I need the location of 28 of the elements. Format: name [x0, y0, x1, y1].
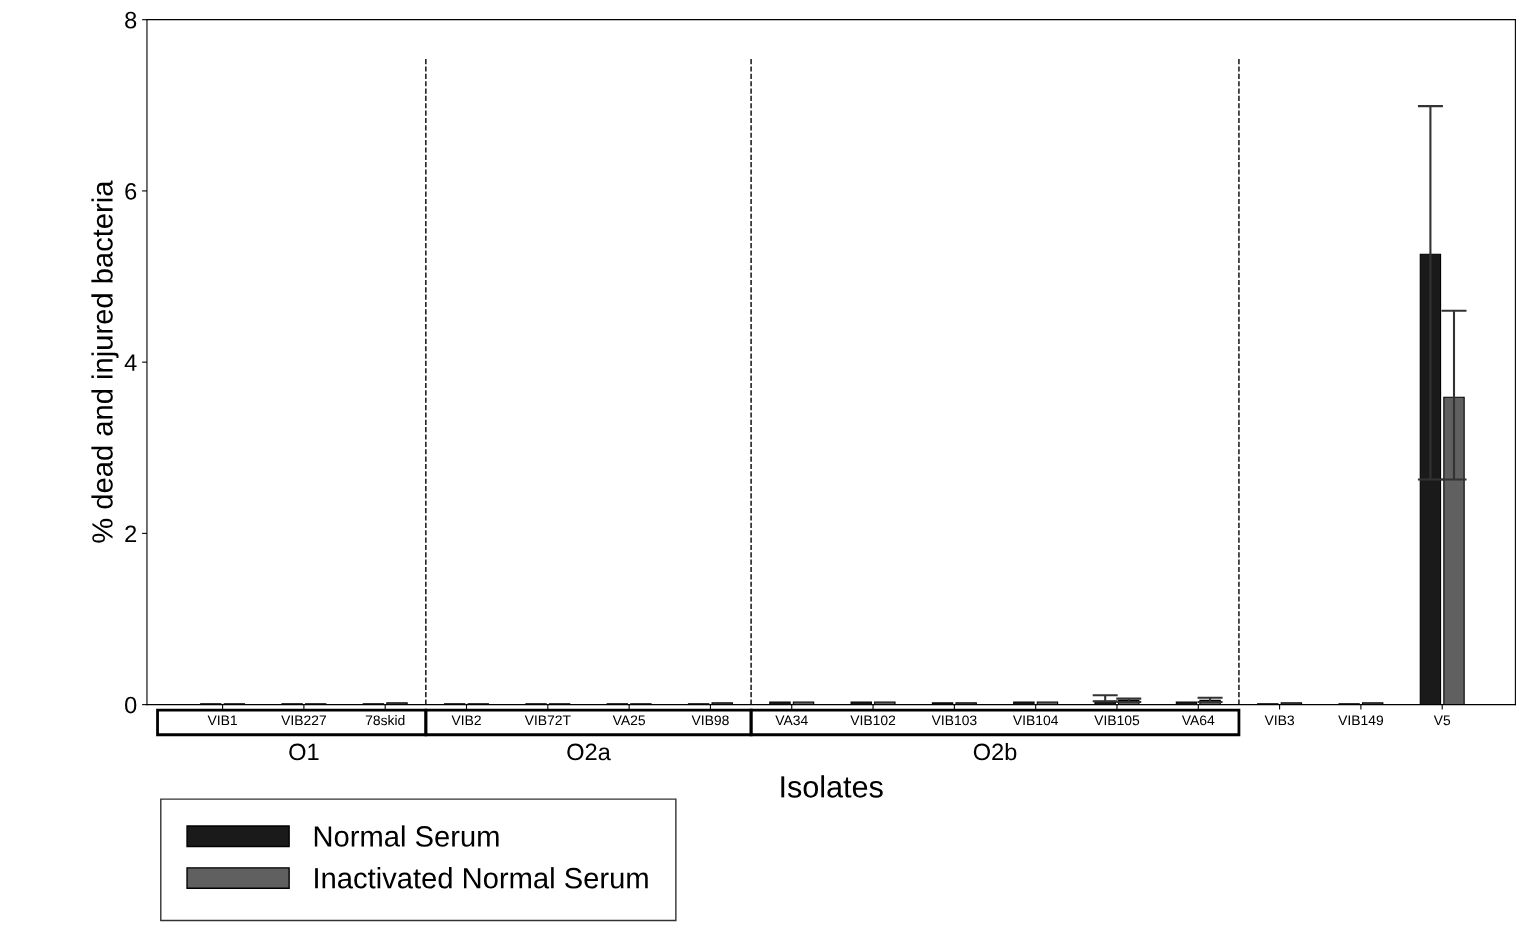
- x-tick-label: 78skid: [365, 715, 405, 726]
- y-tick-label: 2: [125, 525, 137, 542]
- x-tick-label: VA25: [612, 715, 646, 726]
- x-tick-label: VIB103: [931, 715, 977, 726]
- legend-label: Inactivated Normal Serum: [315, 867, 648, 889]
- x-tick-label: VIB1: [207, 715, 237, 726]
- x-tick-label: VA64: [1181, 715, 1215, 726]
- x-tick-label: VIB3: [1264, 715, 1295, 726]
- legend-label: Normal Serum: [314, 825, 499, 847]
- x-tick-label: VIB102: [850, 715, 896, 726]
- x-tick-label: VIB105: [1094, 715, 1140, 726]
- y-axis-title: % dead and injured bacteria: [91, 180, 119, 543]
- x-tick-label: VIB2: [451, 715, 481, 726]
- y-tick-label: 8: [125, 11, 137, 29]
- x-axis-title: Isolates: [781, 775, 883, 798]
- x-tick-label: VIB98: [691, 715, 729, 726]
- text: O1: [289, 743, 319, 761]
- x-tick-label: VIB104: [1012, 715, 1059, 726]
- x-tick-label: VIB149: [1338, 715, 1384, 726]
- y-tick-label: 6: [125, 182, 137, 200]
- y-tick-label: 4: [124, 354, 137, 371]
- x-tick-label: VIB227: [281, 715, 326, 726]
- y-tick-label: 0: [125, 696, 137, 714]
- x-tick-label: V5: [1433, 715, 1451, 726]
- x-tick-label: VA34: [775, 715, 808, 726]
- text: O2b: [973, 742, 1017, 761]
- x-tick-label: VIB72T: [524, 715, 571, 726]
- text: O2a: [567, 743, 611, 761]
